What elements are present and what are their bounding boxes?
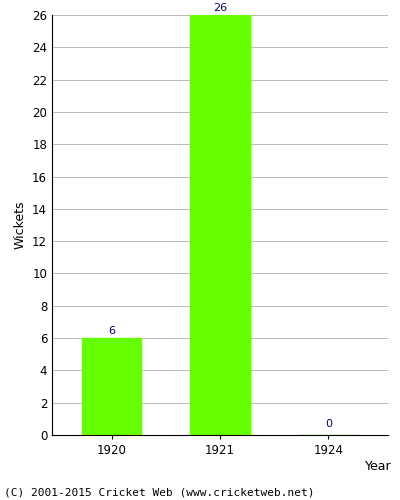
- Y-axis label: Wickets: Wickets: [14, 200, 26, 249]
- Text: 0: 0: [325, 420, 332, 430]
- Text: 26: 26: [213, 2, 227, 12]
- Bar: [82, 338, 142, 435]
- Text: 6: 6: [108, 326, 115, 336]
- Bar: [190, 15, 250, 435]
- Text: Year: Year: [365, 460, 391, 473]
- Text: (C) 2001-2015 Cricket Web (www.cricketweb.net): (C) 2001-2015 Cricket Web (www.cricketwe…: [4, 488, 314, 498]
